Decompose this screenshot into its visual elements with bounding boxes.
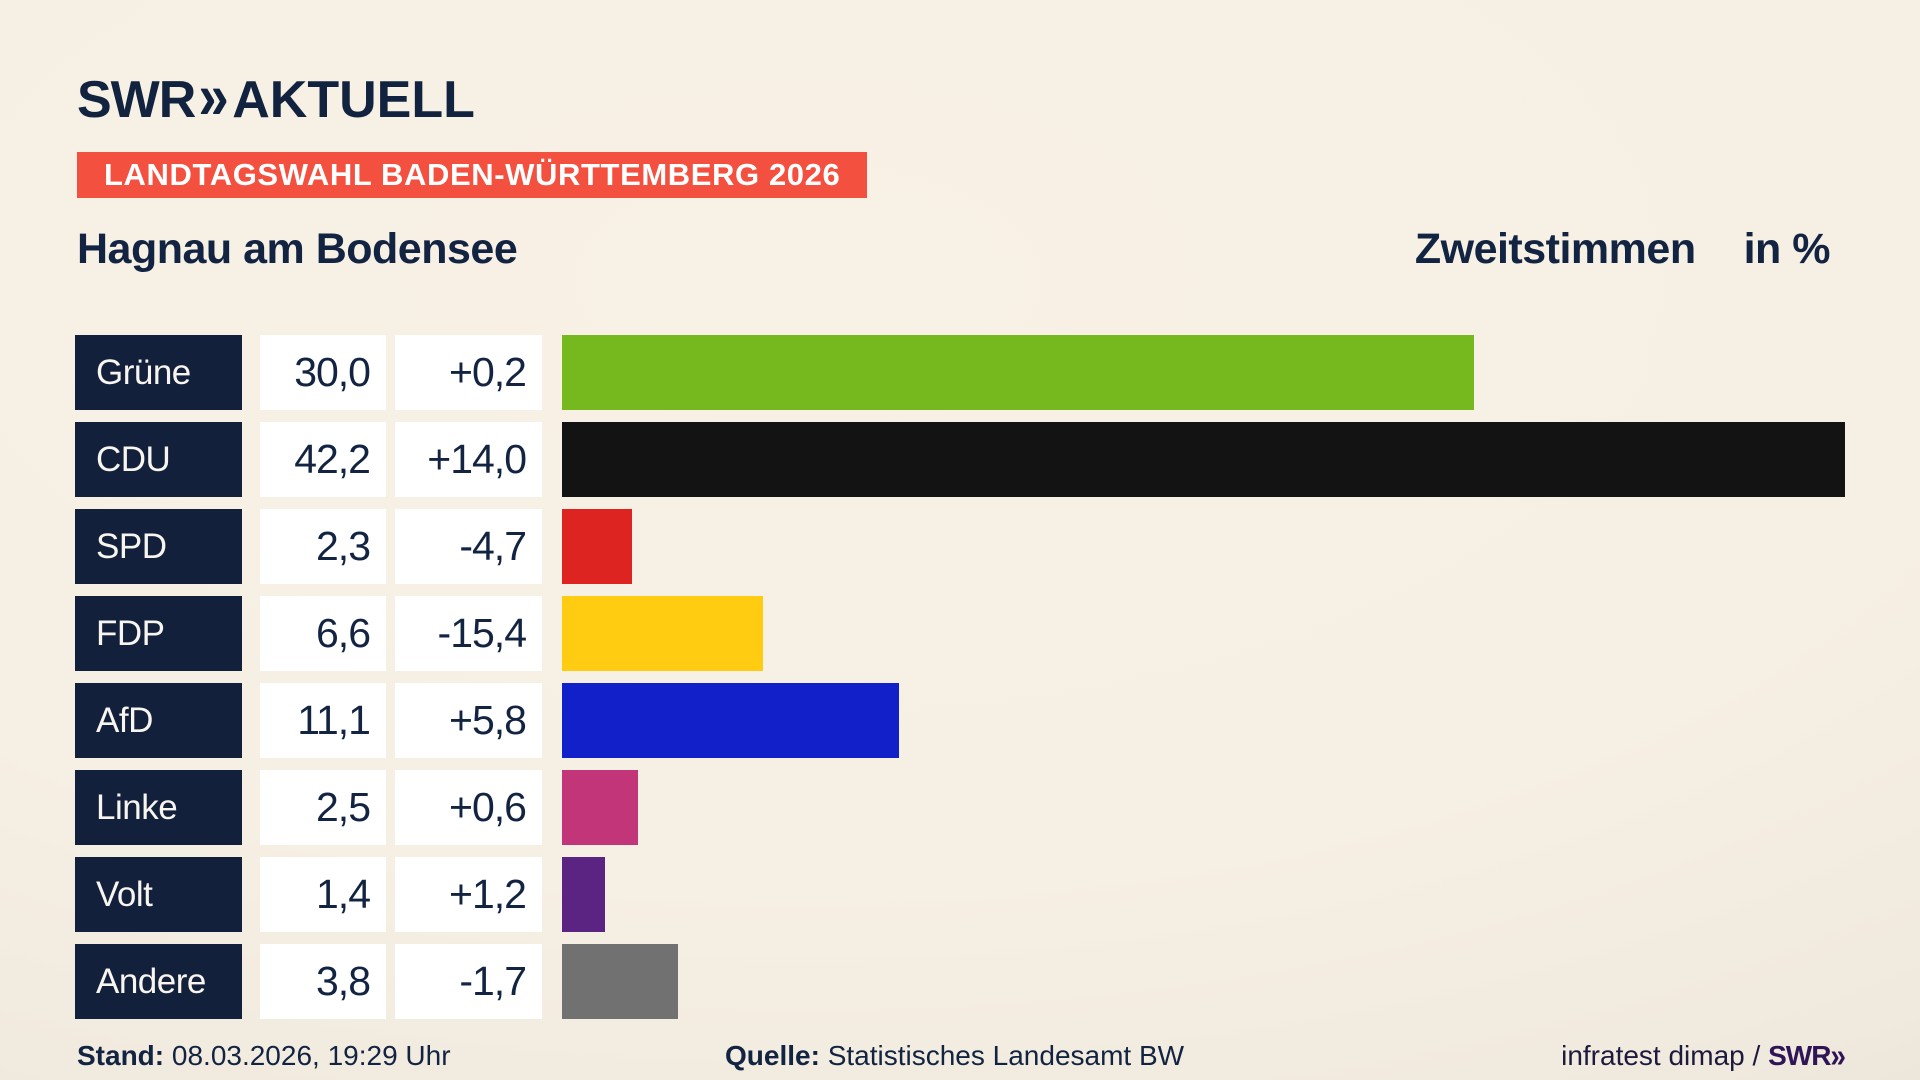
logo-aktuell-text: AKTUELL (232, 71, 475, 129)
vote-type-label: Zweitstimmen (1414, 225, 1696, 273)
change-cell: -1,7 (395, 944, 542, 1019)
result-row: SPD 2,3 -4,7 (75, 509, 1845, 584)
party-label: FDP (75, 596, 242, 671)
title-bar: Hagnau am Bodensee Zweitstimmen in % (77, 222, 1831, 274)
election-banner: LANDTAGSWAHL BADEN-WÜRTTEMBERG 2026 (77, 152, 868, 198)
value-cell: 30,0 (260, 335, 386, 410)
party-label: SPD (75, 509, 242, 584)
value-cell: 6,6 (260, 596, 386, 671)
change-cell: -15,4 (395, 596, 542, 671)
credit-note: infratest dimap / SWR» (1561, 1036, 1846, 1074)
value-cell: 42,2 (260, 422, 386, 497)
banner-label: LANDTAGSWAHL BADEN-WÜRTTEMBERG 2026 (104, 157, 841, 192)
value-cell: 2,3 (260, 509, 386, 584)
party-label: Linke (75, 770, 242, 845)
result-bar (562, 509, 632, 584)
page-title: Hagnau am Bodensee (77, 225, 518, 273)
result-row: CDU 42,2 +14,0 (75, 422, 1845, 497)
credit-swr-logo: SWR» (1768, 1036, 1846, 1074)
party-label: AfD (75, 683, 242, 758)
credit-chevrons-icon: » (1830, 1036, 1845, 1074)
logo-swr-text: SWR (77, 71, 196, 129)
result-bar (562, 944, 678, 1019)
quelle-value: Statistisches Landesamt BW (827, 1040, 1185, 1071)
result-row: Andere 3,8 -1,7 (75, 944, 1845, 1019)
result-bar (562, 422, 1845, 497)
change-cell: +0,6 (395, 770, 542, 845)
stand-timestamp: Stand: 08.03.2026, 19:29 Uhr (77, 1040, 451, 1072)
source-note: Quelle: Statistisches Landesamt BW (725, 1040, 1184, 1072)
result-bar (562, 335, 1474, 410)
credit-text: infratest dimap / (1561, 1040, 1761, 1071)
change-cell: +14,0 (395, 422, 542, 497)
stand-value: 08.03.2026, 19:29 Uhr (171, 1040, 451, 1071)
value-cell: 1,4 (260, 857, 386, 932)
result-bar (562, 683, 899, 758)
result-row: Linke 2,5 +0,6 (75, 770, 1845, 845)
result-bar (562, 770, 638, 845)
result-row: Volt 1,4 +1,2 (75, 857, 1845, 932)
party-label: Grüne (75, 335, 242, 410)
value-cell: 11,1 (260, 683, 386, 758)
change-cell: +1,2 (395, 857, 542, 932)
swr-aktuell-logo: SWR» AKTUELL (77, 61, 475, 134)
change-cell: -4,7 (395, 509, 542, 584)
unit-label: in % (1743, 225, 1831, 273)
value-cell: 2,5 (260, 770, 386, 845)
party-label: Volt (75, 857, 242, 932)
stand-label: Stand: (77, 1040, 165, 1071)
footer: Stand: 08.03.2026, 19:29 Uhr Quelle: Sta… (0, 1032, 1920, 1080)
vote-type-header: Zweitstimmen in % (1414, 225, 1831, 274)
change-cell: +5,8 (395, 683, 542, 758)
party-label: CDU (75, 422, 242, 497)
change-cell: +0,2 (395, 335, 542, 410)
results-bar-chart: Grüne 30,0 +0,2 CDU 42,2 +14,0 SPD 2,3 -… (75, 335, 1845, 1031)
result-bar (562, 596, 763, 671)
value-cell: 3,8 (260, 944, 386, 1019)
logo-chevrons-icon: » (198, 60, 229, 134)
result-row: Grüne 30,0 +0,2 (75, 335, 1845, 410)
result-row: AfD 11,1 +5,8 (75, 683, 1845, 758)
result-row: FDP 6,6 -15,4 (75, 596, 1845, 671)
quelle-label: Quelle: (725, 1040, 820, 1071)
result-bar (562, 857, 605, 932)
party-label: Andere (75, 944, 242, 1019)
